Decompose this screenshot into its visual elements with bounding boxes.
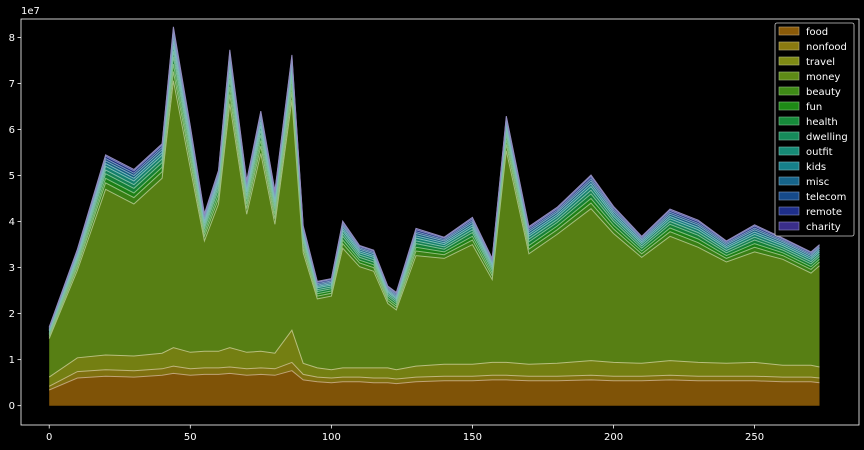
- y-tick-label: 0: [9, 401, 15, 412]
- line-fun: [48, 64, 820, 336]
- legend-label-food: food: [806, 27, 828, 38]
- y-tick-label: 5: [9, 171, 15, 182]
- legend-label-telecom: telecom: [806, 192, 846, 203]
- legend-label-fun: fun: [806, 102, 822, 113]
- legend-swatch-dwelling: [778, 131, 800, 141]
- line-travel: [48, 329, 820, 378]
- line-beauty: [48, 71, 820, 337]
- legend-frame: [774, 22, 855, 237]
- y-tick-label: 2: [9, 309, 15, 320]
- area-nonfood: [49, 362, 820, 390]
- legend-swatch-remote: [778, 206, 800, 216]
- area-food: [49, 370, 820, 406]
- line-series-group: [48, 26, 820, 391]
- legend-swatch-misc: [778, 176, 800, 186]
- area-series-group: [49, 26, 820, 406]
- legend-label-kids: kids: [806, 162, 826, 173]
- x-tick-label: 100: [322, 432, 341, 443]
- legend: food nonfood travel money beauty fun health dwe…: [774, 22, 855, 237]
- x-tick-label: 50: [184, 432, 197, 443]
- legend-label-dwelling: dwelling: [806, 132, 848, 143]
- y-tick-label: 4: [9, 217, 15, 228]
- legend-swatch-nonfood: [778, 41, 800, 51]
- y-tick-label: 8: [9, 33, 15, 44]
- legend-swatch-money: [778, 71, 800, 81]
- legend-label-health: health: [806, 117, 838, 128]
- legend-label-beauty: beauty: [806, 87, 841, 98]
- legend-swatch-kids: [778, 161, 800, 171]
- x-tick-label: 200: [604, 432, 623, 443]
- legend-swatch-food: [778, 26, 800, 36]
- area-travel: [49, 330, 820, 387]
- legend-label-travel: travel: [806, 57, 835, 68]
- legend-swatch-telecom: [778, 191, 800, 201]
- area-money: [49, 80, 820, 378]
- legend-swatch-outfit: [778, 146, 800, 156]
- x-tick-label: 0: [46, 432, 52, 443]
- legend-label-misc: misc: [806, 177, 829, 188]
- plot-frame: [20, 18, 860, 426]
- x-tick-label: 250: [745, 432, 764, 443]
- x-axis-ticks: 0 50 100 150 200 250: [46, 425, 764, 443]
- x-tick-label: 150: [463, 432, 482, 443]
- y-tick-label: 7: [9, 79, 15, 90]
- line-money: [48, 80, 820, 339]
- legend-swatch-charity: [778, 221, 800, 231]
- legend-label-outfit: outfit: [806, 147, 833, 158]
- legend-label-nonfood: nonfood: [806, 42, 847, 53]
- legend-swatch-fun: [778, 101, 800, 111]
- y-tick-label: 3: [9, 263, 15, 274]
- line-nonfood: [48, 361, 820, 387]
- line-dwelling: [48, 51, 820, 333]
- legend-swatch-health: [778, 116, 800, 126]
- y-offset-label: 1e7: [21, 6, 40, 17]
- y-axis-ticks: 0 1 2 3 4 5 6 7 8: [9, 33, 21, 412]
- legend-swatch-beauty: [778, 86, 800, 96]
- y-tick-label: 6: [9, 125, 15, 136]
- line-food: [49, 370, 820, 391]
- line-outfit: [48, 45, 820, 332]
- line-kids: [48, 41, 820, 331]
- legend-swatch-travel: [778, 56, 800, 66]
- y-tick-label: 1: [9, 355, 15, 366]
- line-health: [48, 56, 820, 335]
- legend-label-remote: remote: [806, 207, 842, 218]
- line-charity: [48, 26, 820, 328]
- legend-label-money: money: [806, 72, 840, 83]
- legend-label-charity: charity: [806, 222, 841, 233]
